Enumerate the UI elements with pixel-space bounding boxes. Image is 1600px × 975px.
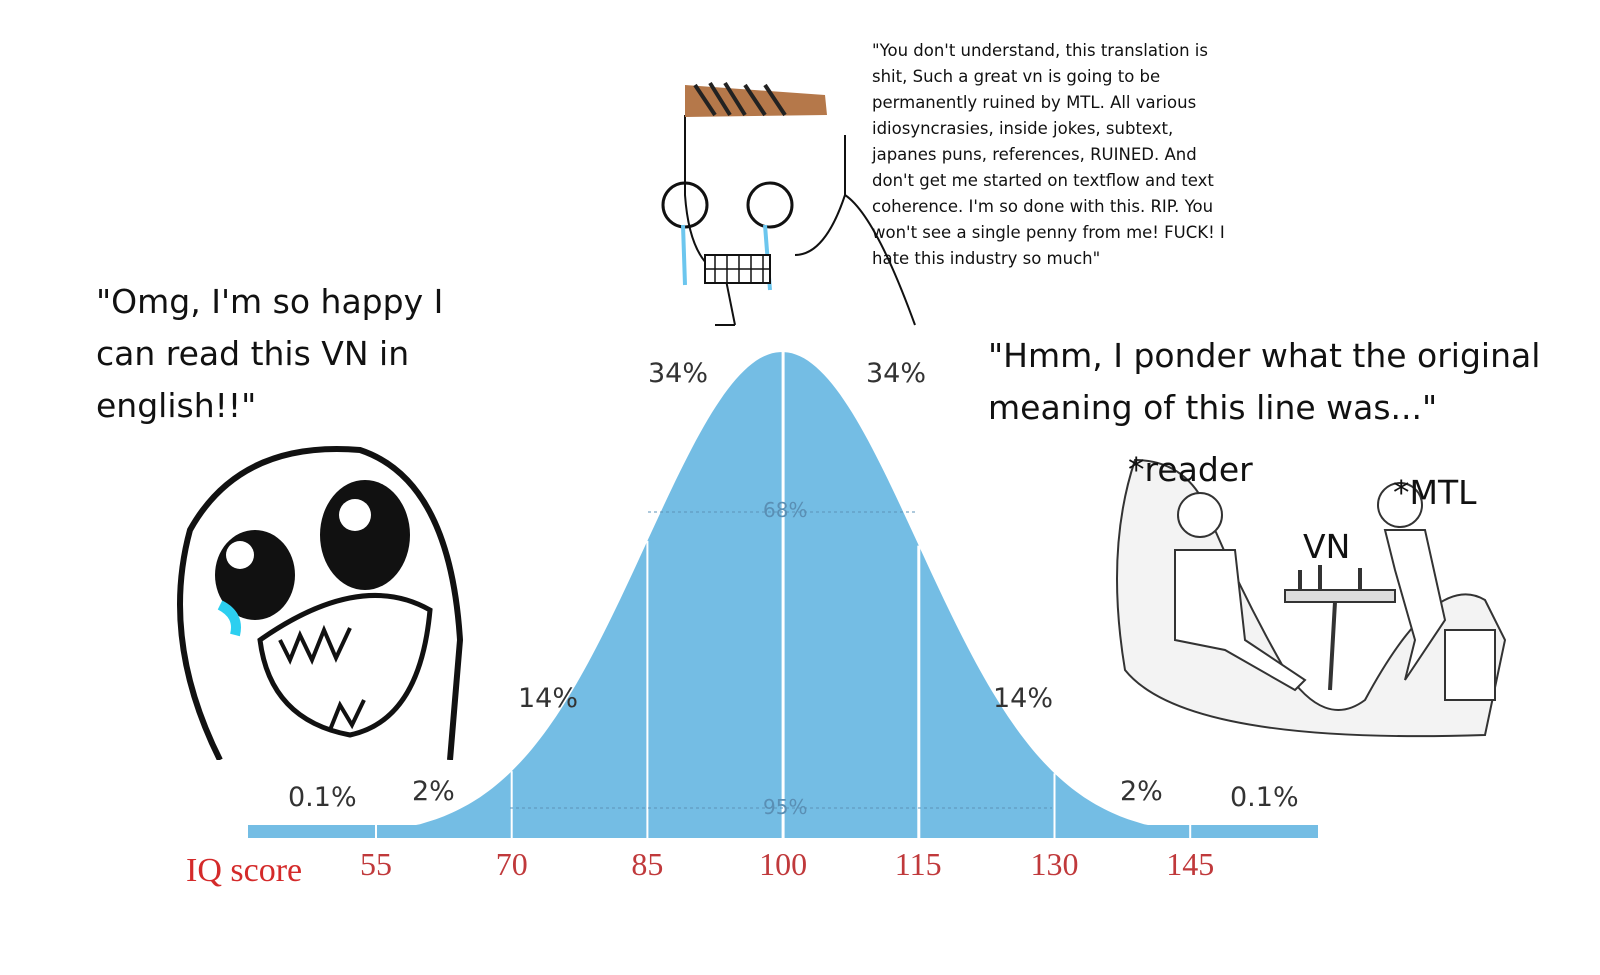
tick-label: 115 [894, 846, 942, 882]
region-percent: 2% [412, 776, 455, 807]
mtl-label: *MTL [1393, 473, 1477, 512]
region-percent: 0.1% [1230, 782, 1299, 813]
left-quote: "Omg, I'm so happy I can read this VN in… [96, 282, 444, 425]
right-quote: "Hmm, I ponder what the original meaning… [988, 336, 1541, 427]
region-percent: 2% [1120, 776, 1163, 807]
tick-label: 130 [1030, 846, 1079, 882]
region-percent: 34% [648, 358, 709, 389]
tick-label: 55 [360, 846, 392, 882]
crying-wojak-drawing [661, 81, 916, 326]
two-sd-label: 95% [763, 795, 808, 819]
region-percent: 0.1% [288, 782, 357, 813]
region-percent: 34% [866, 358, 927, 389]
tick-label: 100 [759, 846, 808, 882]
tick-label: 70 [495, 846, 528, 882]
reader-label: *reader [1128, 450, 1253, 489]
tick-label: 145 [1166, 846, 1215, 882]
tick-label: 85 [631, 846, 664, 882]
happy-rage-face-drawing [177, 446, 464, 760]
region-percent: 14% [518, 683, 579, 714]
one-sd-label: 68% [763, 498, 808, 522]
region-percent: 14% [993, 683, 1054, 714]
axis-title: IQ score [186, 852, 303, 889]
top-quote: "You don't understand, this translation … [872, 41, 1225, 268]
vn-label: VN [1303, 527, 1351, 566]
chess-statue-drawing [1116, 458, 1507, 738]
